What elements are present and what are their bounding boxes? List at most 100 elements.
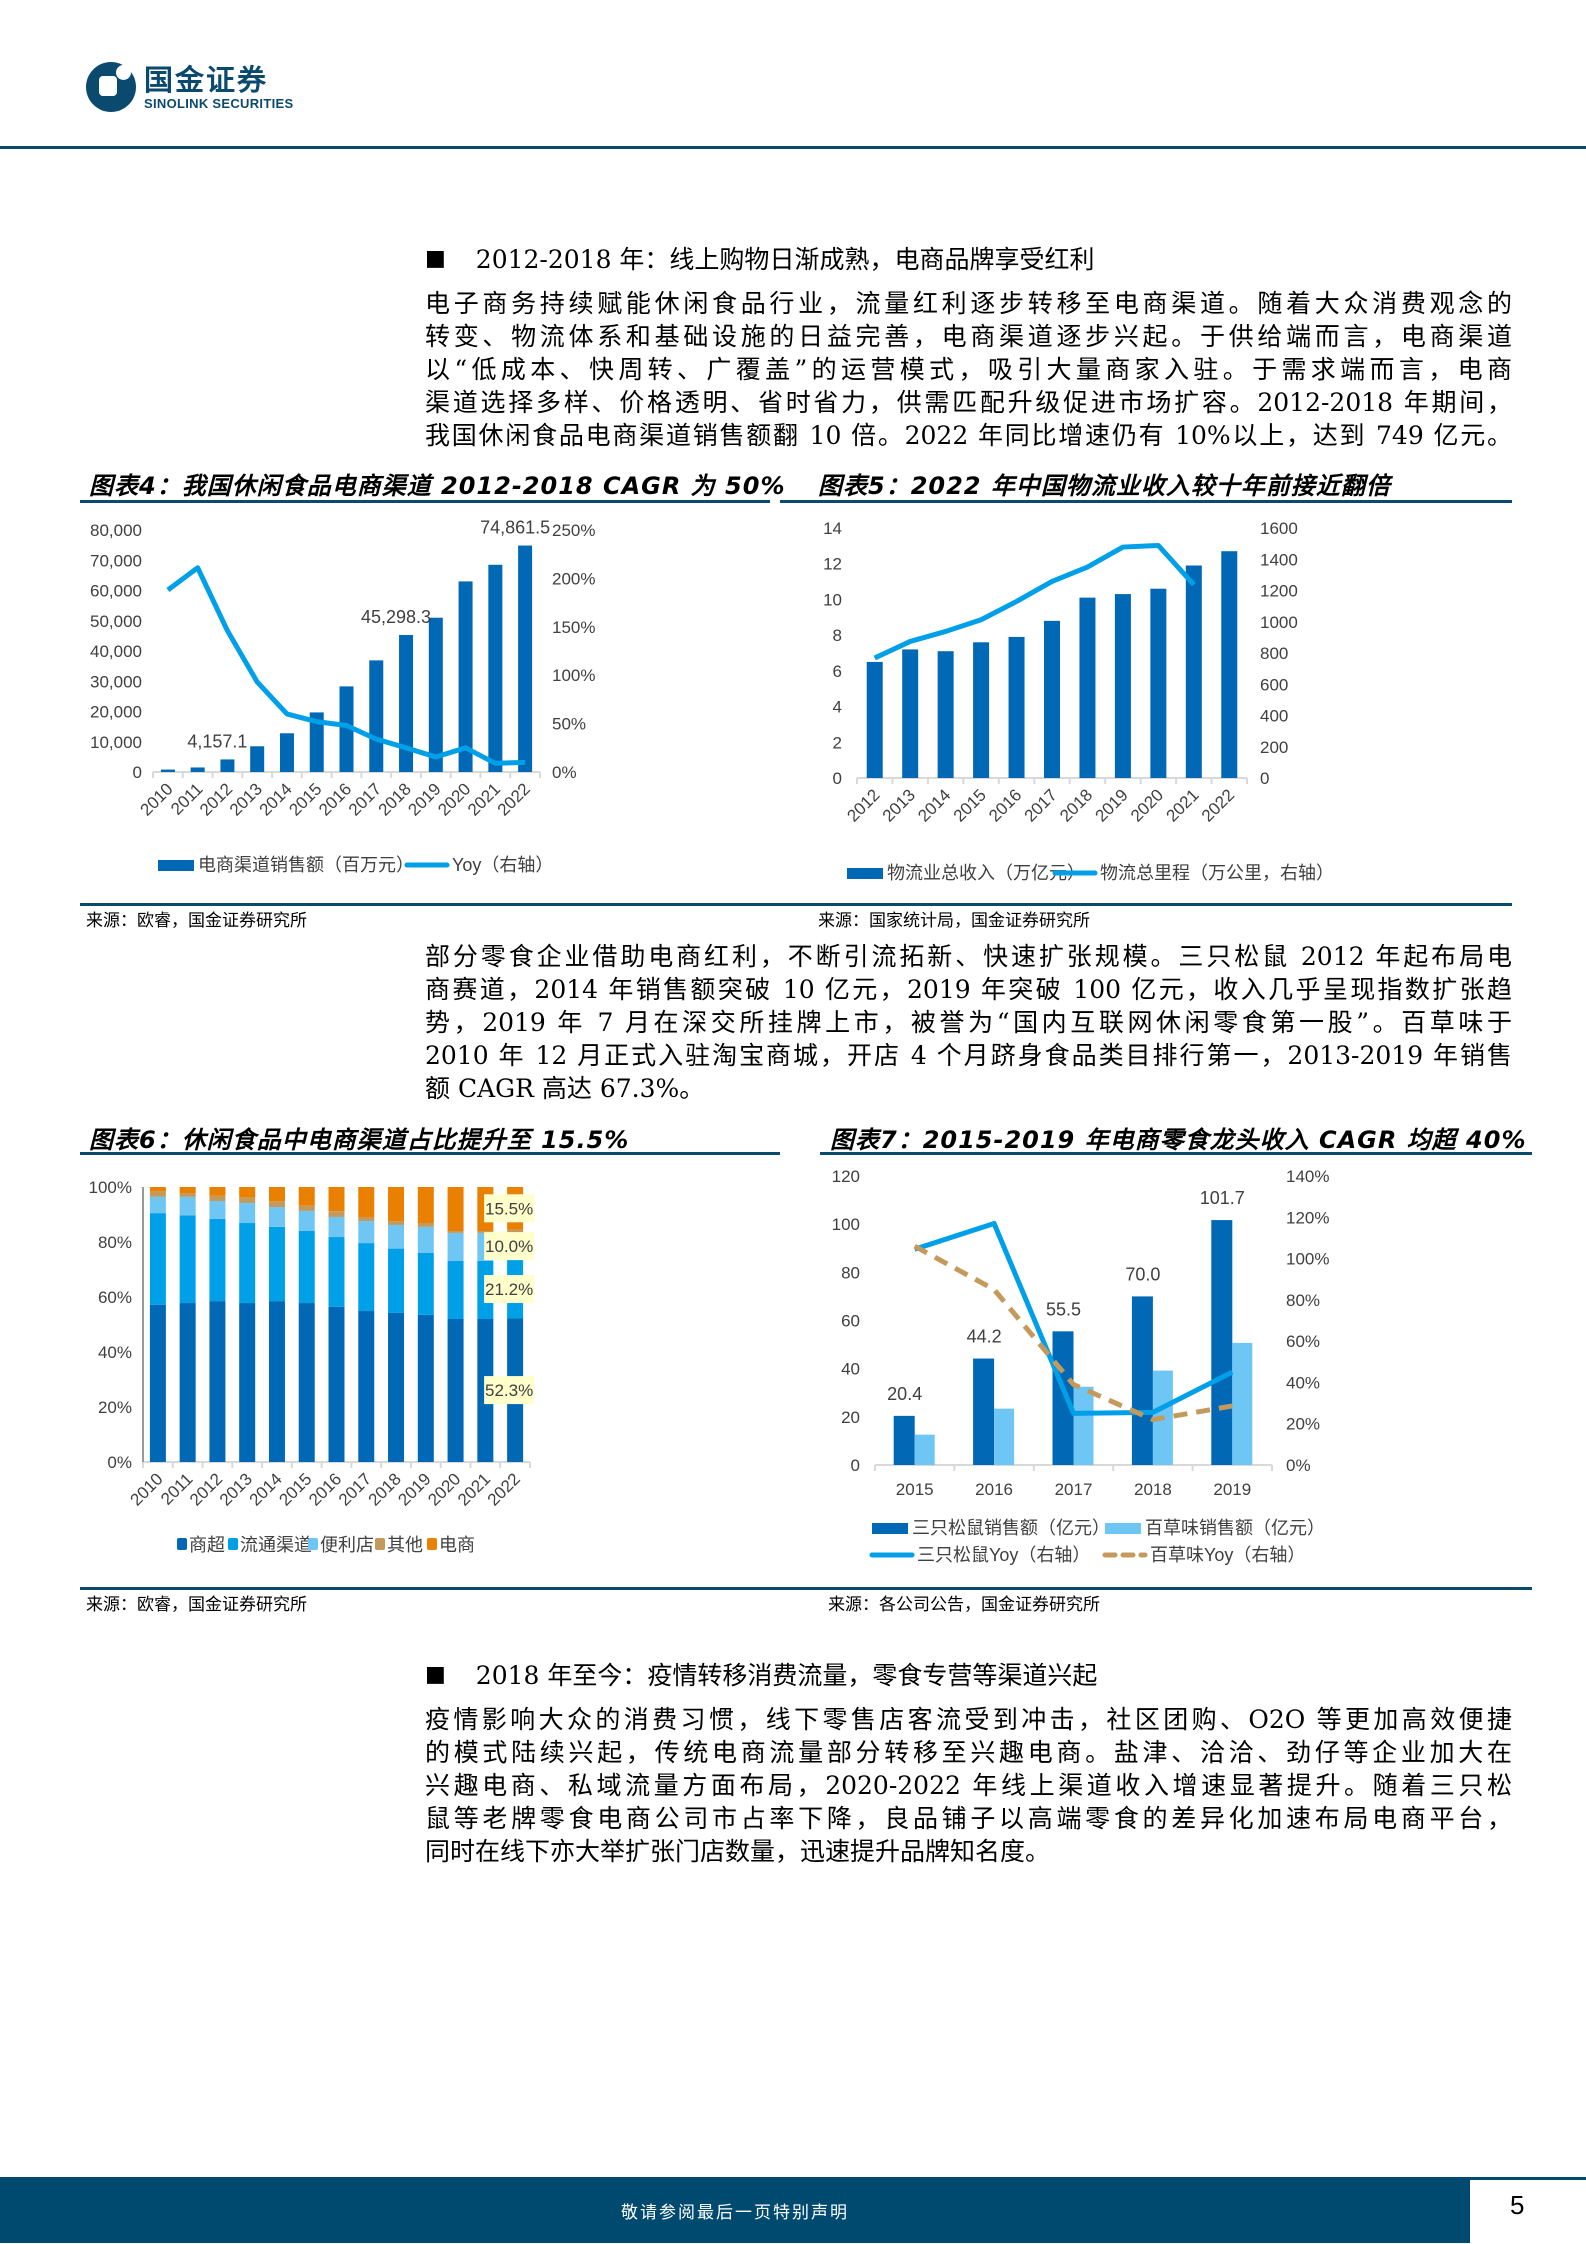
data-label: 55.5 — [1046, 1299, 1081, 1319]
data-label: 52.3% — [485, 1381, 533, 1400]
bar-baicaowei — [1232, 1342, 1253, 1465]
x-tick-label: 2017 — [345, 779, 385, 819]
y-tick-label: 0 — [833, 769, 842, 788]
bar-segment-traditional — [447, 1260, 464, 1319]
bar-segment-ecommerce — [358, 1187, 375, 1217]
data-label-box — [484, 1194, 535, 1223]
paragraph-line: 转变、物流体系和基础设施的日益完善，电商渠道逐步兴起。于供给端而言，电商渠道 — [425, 322, 1512, 351]
y2-tick-label: 80% — [1286, 1291, 1320, 1310]
legend-mall-label: 商超 — [189, 1535, 225, 1555]
legend-three-squirrels-yoy-label: 三只松鼠Yoy（右轴） — [917, 1545, 1090, 1565]
bar — [160, 769, 175, 772]
y2-tick-label: 120% — [1286, 1208, 1329, 1227]
chart5-source: 来源：国家统计局，国金证券研究所 — [818, 911, 1090, 931]
x-tick-label: 2017 — [335, 1469, 375, 1509]
x-tick-label: 2015 — [275, 1469, 315, 1509]
data-label: 21.2% — [485, 1280, 533, 1299]
legend-convenience-label: 便利店 — [320, 1535, 374, 1555]
bar-segment-convenience — [298, 1210, 315, 1231]
paragraph-line: 2010 年 12 月正式入驻淘宝商城，开店 4 个月跻身食品类目排行第一，20… — [425, 1041, 1512, 1070]
source-rule — [80, 903, 1512, 906]
y-tick-label: 2 — [833, 733, 842, 752]
x-tick-label: 2012 — [196, 779, 236, 819]
y-tick-label: 70,000 — [90, 551, 142, 570]
bar-segment-other — [477, 1231, 494, 1233]
y-tick-label: 10 — [823, 590, 842, 609]
x-tick-label: 2012 — [843, 785, 883, 825]
legend-convenience-swatch — [308, 1538, 318, 1550]
bar — [902, 649, 919, 778]
bar-segment-mall — [328, 1306, 345, 1462]
chart6-title-rule — [80, 1152, 780, 1155]
paragraph-line: 额 CAGR 高达 67.3%。 — [425, 1074, 705, 1103]
three-squirrels-yoy-line — [913, 1220, 1234, 1416]
x-tick-label: 2010 — [137, 779, 177, 819]
data-label: 101.7 — [1200, 1188, 1245, 1208]
chart5-title: 图表5：2022 年中国物流业收入较十年前接近翻倍 — [818, 472, 1391, 500]
y-tick-label: 8 — [833, 626, 842, 645]
y-tick-label: 0 — [851, 1456, 860, 1475]
bar-segment-mall — [447, 1319, 464, 1462]
section-title: 2018 年至今：疫情转移消费流量，零食专营等渠道兴起 — [475, 1661, 1098, 1690]
bar-segment-ecommerce — [447, 1187, 464, 1231]
y-tick-label: 60 — [841, 1312, 860, 1331]
bar — [428, 617, 443, 772]
y2-tick-label: 200% — [552, 569, 595, 588]
y2-tick-label: 1600 — [1260, 519, 1298, 538]
bar-segment-ecommerce — [209, 1187, 226, 1196]
chart7: 0 20 40 60 80 100 120 0% 20% 40% 60% 80% 100% 120% 140… — [832, 1167, 1330, 1565]
bar-segment-convenience — [417, 1226, 434, 1253]
y-tick-label: 0% — [107, 1453, 132, 1472]
square-bullet-icon: ■ — [425, 1661, 446, 1687]
legend-sales-label: 电商渠道销售额（百万元） — [198, 855, 414, 875]
y-tick-label: 100% — [89, 1178, 132, 1197]
section-heading-1: ■ 2012-2018 年：线上购物日渐成熟，电商品牌享受红利 — [425, 240, 1094, 276]
yoy-line — [166, 565, 526, 766]
x-tick-label: 2016 — [985, 785, 1025, 825]
bar — [369, 660, 384, 772]
bar-segment-convenience — [388, 1224, 405, 1249]
x-tick-label: 2011 — [167, 779, 206, 818]
bar — [399, 634, 414, 772]
legend-mall-swatch — [177, 1538, 187, 1550]
bar — [1079, 597, 1096, 778]
bar-baicaowei — [994, 1408, 1015, 1465]
x-tick-label: 2015 — [950, 785, 990, 825]
x-tick-label: 2013 — [879, 785, 919, 825]
x-tick-label: 2018 — [1056, 785, 1096, 825]
legend-other-swatch — [375, 1538, 385, 1550]
bar-three-squirrels — [1131, 1296, 1153, 1465]
bar-segment-ecommerce — [298, 1187, 315, 1206]
y2-tick-label: 140% — [1286, 1167, 1329, 1186]
y2-tick-label: 20% — [1286, 1415, 1320, 1434]
bar-segment-traditional — [179, 1215, 196, 1304]
x-tick-label: 2017 — [1055, 1480, 1093, 1499]
chart7-title-rule — [820, 1152, 1532, 1155]
bar-three-squirrels — [973, 1358, 995, 1465]
paragraph-line: 我国休闲食品电商渠道销售额翻 10 倍。2022 年同比增速仍有 10%以上，达… — [425, 421, 1512, 450]
bar-segment-traditional — [417, 1253, 434, 1315]
bar — [488, 564, 503, 772]
legend-mileage-label: 物流总里程（万公里，右轴） — [1100, 863, 1334, 883]
bar-segment-traditional — [358, 1243, 375, 1312]
y-tick-label: 14 — [823, 519, 842, 538]
paragraph-line: 以“低成本、快周转、广覆盖”的运营模式，吸引大量商家入驻。于需求端而言，电商 — [425, 355, 1512, 384]
legend-traditional-label: 流通渠道 — [240, 1535, 312, 1555]
bar — [1185, 565, 1202, 778]
legend-other-label: 其他 — [387, 1535, 423, 1555]
y-tick-label: 80,000 — [90, 521, 142, 540]
bar — [1044, 620, 1060, 778]
legend-baicaowei-sales-swatch — [1105, 1523, 1141, 1534]
x-tick-label: 2014 — [256, 779, 296, 819]
x-tick-label: 2013 — [226, 779, 266, 819]
x-tick-label: 2020 — [424, 1469, 464, 1509]
chart7-title: 图表7：2015-2019 年电商零食龙头收入 CAGR 均超 40% — [830, 1126, 1527, 1154]
x-tick-label: 2015 — [896, 1480, 934, 1499]
x-tick-label: 2012 — [186, 1469, 226, 1509]
bar-segment-other — [149, 1191, 166, 1197]
x-tick-label: 2017 — [1021, 785, 1061, 825]
chart4-source: 来源：欧睿，国金证券研究所 — [86, 911, 307, 931]
chart6-source: 来源：欧睿，国金证券研究所 — [86, 1595, 307, 1615]
bar-baicaowei — [1073, 1386, 1094, 1465]
paragraph-line: 兴趣电商、私域流量方面布局，2020-2022 年线上渠道收入增速显著提升。随着… — [425, 1771, 1512, 1800]
